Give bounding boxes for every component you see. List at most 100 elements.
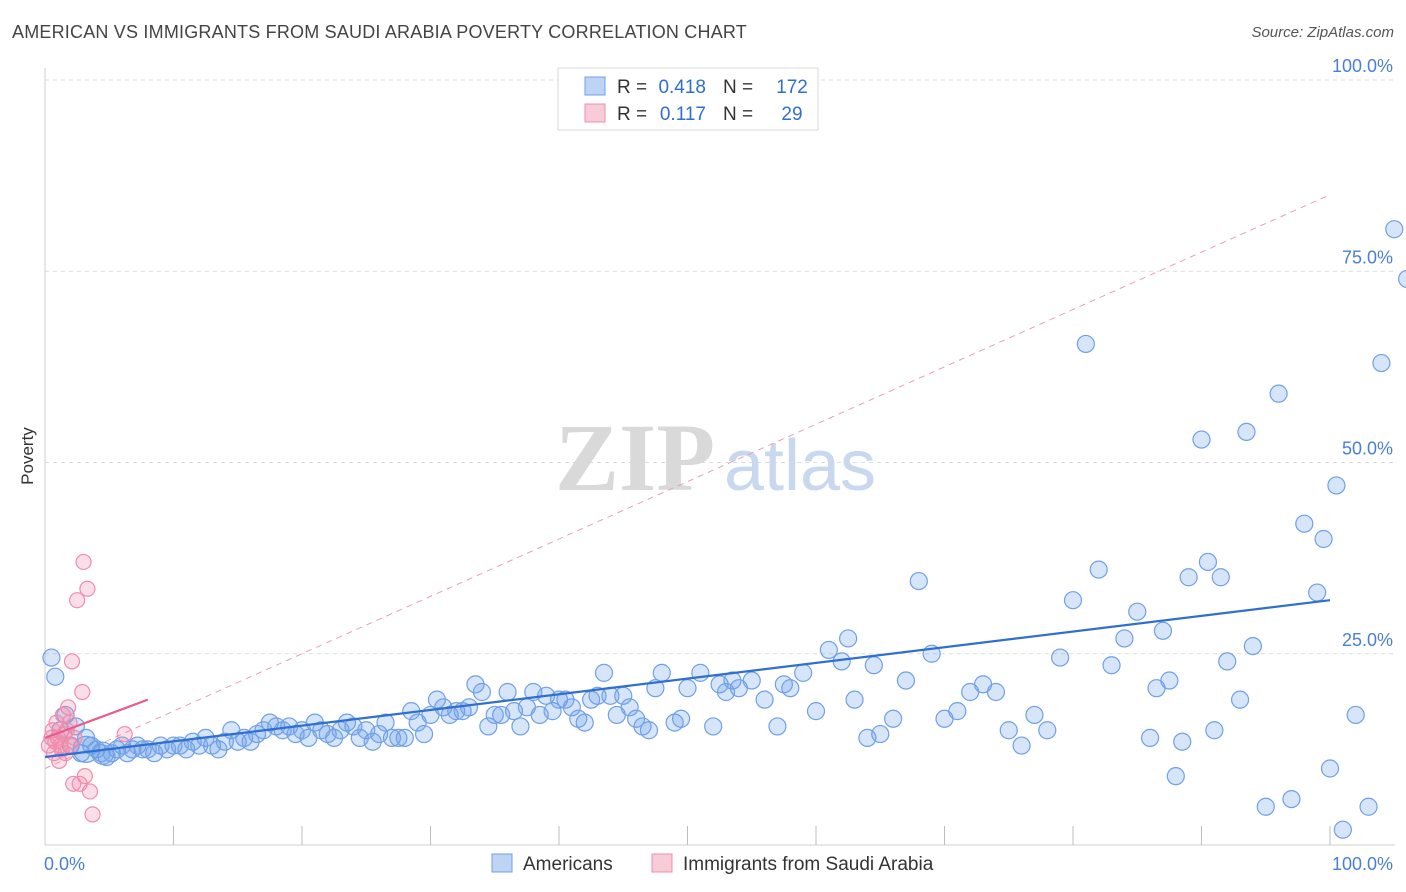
saudi-point: [76, 768, 93, 785]
americans-point: [1012, 736, 1031, 755]
saudi-point: [74, 683, 91, 701]
americans-point: [1269, 384, 1288, 403]
americans-point: [498, 682, 517, 702]
y-tick-label: 50.0%: [1342, 439, 1393, 459]
americans-point: [1192, 430, 1211, 449]
americans-point: [1333, 820, 1352, 839]
y-axis-label-group: Poverty: [18, 427, 37, 485]
saudi-trend-line: [44, 698, 149, 739]
americans-point: [1398, 269, 1406, 288]
x-tick-label: 100.0%: [1332, 854, 1393, 874]
americans-point: [948, 702, 967, 721]
stats-r-value: 0.418: [658, 77, 706, 98]
americans-point: [1140, 728, 1160, 748]
americans-point: [459, 698, 479, 717]
saudi-point: [65, 775, 82, 792]
americans-point: [864, 656, 883, 675]
americans-point: [1128, 602, 1147, 621]
americans-point: [1243, 636, 1263, 656]
americans-point: [472, 682, 491, 702]
saudi-point: [84, 806, 101, 823]
reference-line: [44, 194, 1331, 769]
saudi-point: [60, 699, 77, 716]
saudi-point: [75, 553, 92, 571]
americans-point: [1320, 759, 1340, 778]
americans-point: [1160, 671, 1179, 690]
americans-point: [871, 724, 890, 744]
americans-point: [652, 663, 671, 682]
americans-point: [781, 679, 800, 698]
americans-point: [819, 640, 838, 660]
americans-point: [839, 629, 858, 648]
americans-point: [1237, 422, 1256, 441]
grid-lines: [45, 79, 1395, 655]
americans-point: [1282, 789, 1301, 809]
y-tick-label: 25.0%: [1342, 630, 1393, 650]
americans-point: [1166, 767, 1185, 786]
americans-point: [1063, 591, 1083, 610]
americans-point: [883, 709, 903, 728]
americans-point: [1173, 732, 1192, 751]
legend-label: Americans: [523, 854, 613, 875]
americans-point: [376, 713, 395, 732]
americans-point: [1089, 560, 1108, 579]
americans-point: [389, 728, 408, 748]
watermark-zip: ZIP: [555, 404, 715, 511]
americans-point: [1385, 220, 1404, 239]
americans-point: [1038, 721, 1057, 740]
y-tick-label: 75.0%: [1342, 247, 1393, 267]
americans-point: [704, 717, 723, 736]
americans-point: [588, 686, 607, 705]
americans-point: [845, 690, 864, 709]
americans-point: [511, 717, 530, 736]
legend-label: Immigrants from Saudi Arabia: [683, 854, 934, 875]
americans-point: [755, 690, 774, 709]
americans-point: [1295, 514, 1314, 533]
americans-point: [1372, 353, 1391, 373]
stats-swatch: [584, 103, 606, 123]
axes: [44, 68, 1395, 846]
series-legend: Americans Immigrants from Saudi Arabia: [491, 853, 934, 875]
watermark: ZIP atlas: [555, 404, 876, 511]
y-axis-label: Poverty: [18, 427, 37, 485]
stats-swatch: [584, 76, 606, 96]
americans-point: [909, 571, 928, 591]
americans-point: [46, 667, 65, 686]
americans-point: [1205, 721, 1224, 740]
americans-point: [1115, 629, 1134, 648]
saudi-point: [79, 580, 96, 597]
saudi-point: [116, 725, 133, 743]
americans-point: [1076, 334, 1095, 354]
americans-points: [42, 220, 1406, 839]
stats-n-value: 29: [781, 104, 802, 125]
stats-n-value: 172: [776, 77, 808, 98]
americans-point: [1153, 621, 1173, 640]
stats-legend: R = 0.418 N = 172 R = 0.117 N = 29: [557, 67, 819, 131]
americans-point: [543, 702, 562, 721]
stats-r-label: R =: [617, 77, 647, 98]
americans-point: [479, 717, 498, 736]
y-tick-label: 100.0%: [1332, 56, 1393, 76]
americans-point: [1314, 529, 1333, 549]
stats-legend-box: [557, 67, 819, 131]
americans-point: [575, 713, 594, 732]
americans-point: [562, 698, 581, 717]
americans-point: [1198, 552, 1218, 572]
americans-point: [1230, 690, 1250, 709]
americans-trend-line: [44, 599, 1331, 759]
watermark-atlas: atlas: [724, 426, 876, 506]
americans-point: [999, 721, 1018, 740]
americans-point: [742, 671, 761, 690]
americans-point: [91, 741, 115, 765]
americans-point: [1346, 705, 1365, 725]
americans-point: [395, 728, 414, 748]
americans-point: [42, 648, 61, 667]
americans-point: [1211, 568, 1230, 587]
americans-point: [1025, 705, 1044, 725]
stats-r-value: 0.117: [660, 104, 706, 125]
americans-point: [768, 717, 787, 736]
americans-point: [485, 705, 504, 725]
source-label: Source: ZipAtlas.com: [1251, 24, 1394, 41]
americans-point: [794, 663, 813, 682]
americans-point: [414, 724, 434, 744]
